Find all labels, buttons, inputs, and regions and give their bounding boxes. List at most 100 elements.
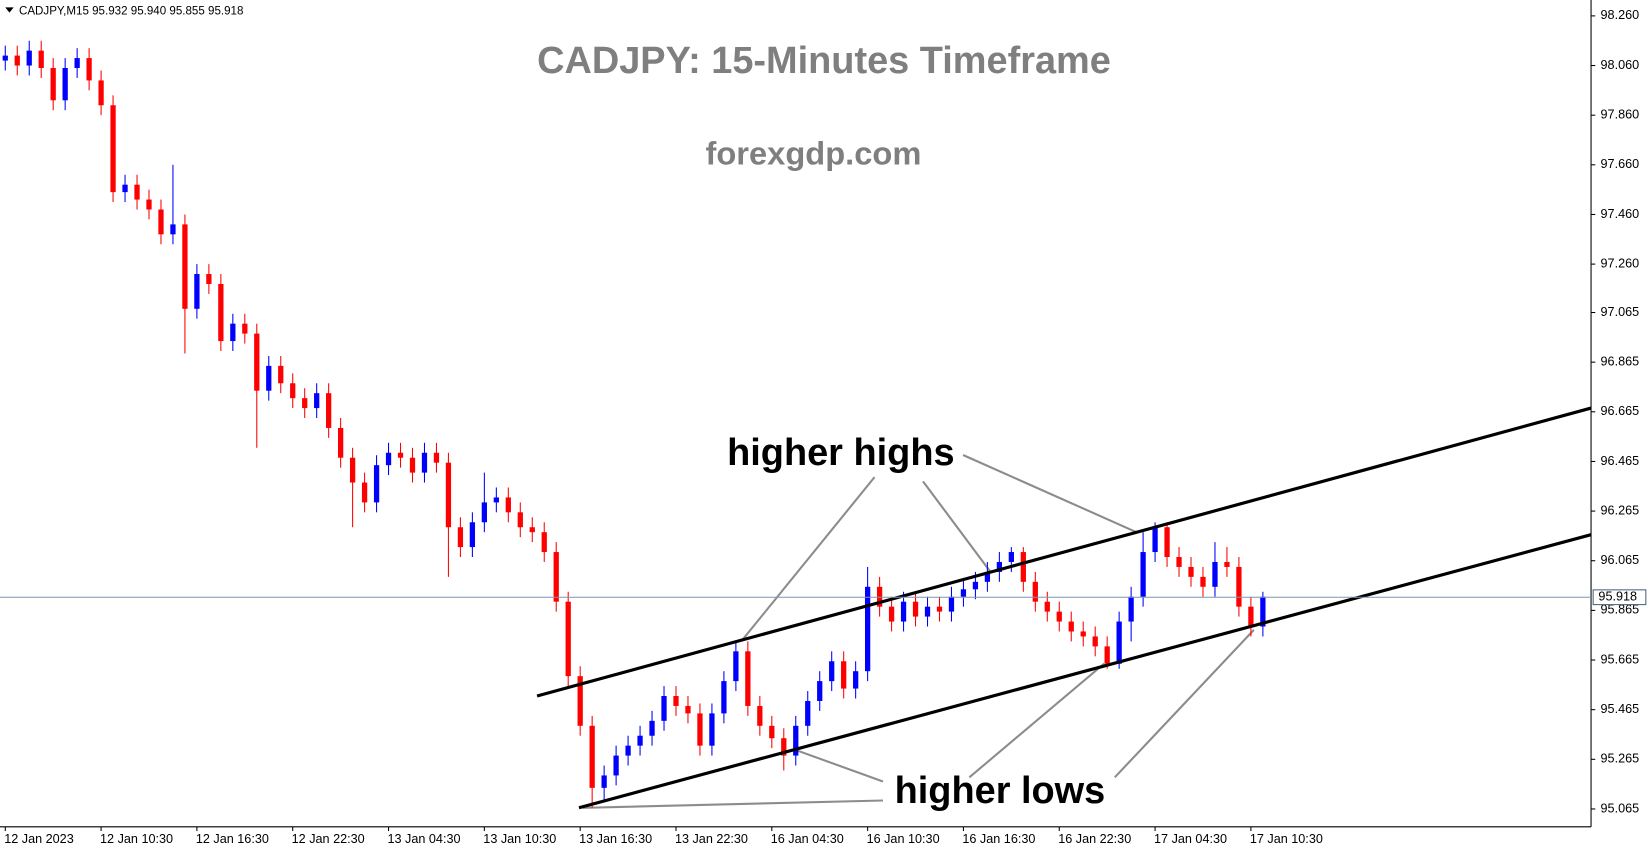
candle-body: [613, 755, 619, 776]
x-tick-label: 16 Jan 16:30: [962, 832, 1035, 846]
leader-line: [968, 662, 1105, 779]
candle-body: [158, 209, 164, 235]
candle-body: [1152, 527, 1158, 553]
candle-body: [1128, 596, 1134, 622]
chart-title: CADJPY: 15-Minutes Timeframe: [537, 40, 1111, 82]
current-price-box: [1592, 589, 1647, 606]
candle-body: [26, 50, 32, 66]
candle-body: [421, 452, 428, 473]
y-tick-label: 97.260: [1601, 256, 1640, 270]
annotation: higher lows: [895, 770, 1106, 812]
y-tick-label: 95.465: [1601, 702, 1640, 716]
candle-body: [1260, 596, 1266, 627]
candle-body: [625, 745, 631, 756]
candle-body: [1116, 621, 1122, 664]
x-tick-label: 12 Jan 10:30: [100, 832, 173, 846]
candle-body: [900, 601, 907, 622]
candle-body: [1212, 561, 1218, 587]
candle-body: [397, 452, 404, 458]
leader-line: [742, 476, 876, 641]
candle-body: [1224, 561, 1230, 567]
candle-body: [888, 606, 895, 622]
candle-body: [290, 383, 296, 399]
x-tick-label: 13 Jan 22:30: [675, 832, 748, 846]
candle-body: [218, 283, 224, 342]
candle-body: [182, 224, 188, 309]
leader-line: [922, 480, 992, 573]
candle-body: [457, 527, 464, 548]
candle-body: [769, 725, 775, 739]
candle-body: [601, 775, 607, 788]
candle-body: [409, 457, 416, 473]
candle-body: [505, 497, 511, 513]
x-tick-label: 16 Jan 04:30: [771, 832, 844, 846]
candle-body: [14, 55, 20, 66]
candle-body: [1092, 636, 1098, 647]
candle-body: [194, 274, 200, 309]
trend-line: [578, 533, 1592, 810]
candle-body: [62, 68, 68, 101]
candle-body: [469, 522, 476, 548]
candle-body: [709, 713, 715, 746]
candle-body: [1044, 601, 1050, 612]
x-tick-label: 13 Jan 10:30: [483, 832, 556, 846]
x-tick-label: 12 Jan 16:30: [196, 832, 269, 846]
candle-body: [637, 735, 643, 746]
y-tick-label: 98.060: [1601, 58, 1640, 72]
candle-body: [817, 681, 823, 701]
candle-body: [661, 696, 667, 721]
candle-body: [266, 365, 272, 391]
candle-body: [1248, 606, 1254, 627]
y-tick-label: 97.460: [1601, 207, 1640, 221]
candle-body: [972, 581, 979, 590]
candle-body: [2, 55, 8, 61]
candle-body: [1080, 631, 1086, 637]
y-tick-label: 95.665: [1601, 652, 1640, 666]
candle-body: [86, 58, 92, 81]
candle-body: [373, 465, 380, 503]
chart-subtitle: forexgdp.com: [706, 135, 922, 172]
candle-body: [326, 393, 332, 428]
x-tick-label: 12 Jan 22:30: [292, 832, 365, 846]
y-tick-label: 95.865: [1601, 603, 1640, 617]
candle-body: [936, 606, 943, 612]
y-tick-label: 97.660: [1601, 157, 1640, 171]
candle-body: [433, 452, 440, 463]
y-tick-label: 96.265: [1601, 503, 1640, 517]
candle-body: [242, 323, 248, 334]
candle-body: [960, 589, 967, 597]
candle-body: [1164, 527, 1170, 558]
candle-body: [134, 184, 140, 200]
candle-body: [1020, 552, 1026, 582]
candle-body: [278, 365, 284, 384]
candle-body: [529, 527, 535, 533]
candle-body: [1056, 611, 1062, 622]
candle-body: [829, 661, 835, 682]
candle-body: [1188, 566, 1194, 577]
candle-body: [577, 676, 583, 726]
candle-body: [1104, 646, 1110, 664]
candle-body: [254, 333, 260, 391]
candle-body: [1008, 552, 1014, 562]
candle-body: [745, 651, 751, 706]
candle-body: [948, 596, 955, 612]
collapse-icon[interactable]: [5, 7, 14, 13]
candle-body: [445, 462, 452, 528]
y-tick-label: 96.465: [1601, 454, 1640, 468]
x-tick-label: 16 Jan 10:30: [867, 832, 940, 846]
candle-body: [385, 452, 392, 466]
candle-body: [122, 184, 128, 193]
leader-line: [962, 454, 1137, 533]
candle-body: [757, 705, 763, 726]
candle-body: [1140, 552, 1146, 597]
candle-body: [146, 199, 152, 210]
candle-body: [924, 606, 931, 617]
candle-body: [1032, 581, 1038, 602]
x-tick-label: 16 Jan 22:30: [1058, 832, 1131, 846]
current-price-label: 95.918: [1598, 590, 1637, 604]
x-tick-label: 13 Jan 16:30: [579, 832, 652, 846]
candle-body: [673, 696, 679, 706]
candle-body: [565, 601, 571, 677]
candle-body: [349, 457, 356, 483]
